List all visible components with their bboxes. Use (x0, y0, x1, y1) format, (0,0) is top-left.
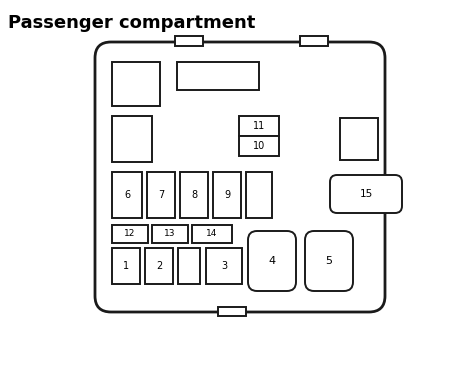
Text: 11: 11 (253, 121, 265, 131)
Text: 8: 8 (191, 190, 197, 200)
Bar (177, 62, 259, 90)
FancyBboxPatch shape (305, 231, 353, 291)
Bar (112, 172, 142, 218)
FancyBboxPatch shape (248, 231, 296, 291)
Text: 1: 1 (123, 261, 129, 271)
Bar (180, 172, 208, 218)
Text: 7: 7 (158, 190, 164, 200)
Bar (239, 136, 279, 156)
Text: 6: 6 (124, 190, 130, 200)
Bar (147, 172, 175, 218)
Bar (246, 172, 272, 218)
Bar (178, 248, 200, 284)
Text: 12: 12 (124, 229, 136, 239)
Text: 10: 10 (253, 141, 265, 151)
Bar (112, 248, 140, 284)
Bar (112, 116, 152, 162)
Text: 5: 5 (326, 256, 332, 266)
Text: 9: 9 (224, 190, 230, 200)
Text: 15: 15 (359, 189, 373, 199)
Text: Passenger compartment: Passenger compartment (8, 14, 255, 32)
FancyBboxPatch shape (95, 42, 385, 312)
Text: 2: 2 (156, 261, 162, 271)
Text: 3: 3 (221, 261, 227, 271)
Bar (206, 248, 242, 284)
FancyBboxPatch shape (330, 175, 402, 213)
Text: 13: 13 (164, 229, 176, 239)
Bar (145, 248, 173, 284)
Bar (192, 225, 232, 243)
Bar (112, 225, 148, 243)
Bar (175, 36, 203, 46)
Text: 4: 4 (268, 256, 275, 266)
Bar (112, 62, 160, 106)
Bar (213, 172, 241, 218)
Bar (340, 118, 378, 160)
Bar (300, 36, 328, 46)
Text: 14: 14 (206, 229, 218, 239)
Bar (152, 225, 188, 243)
Bar (239, 116, 279, 136)
Bar (218, 307, 246, 316)
